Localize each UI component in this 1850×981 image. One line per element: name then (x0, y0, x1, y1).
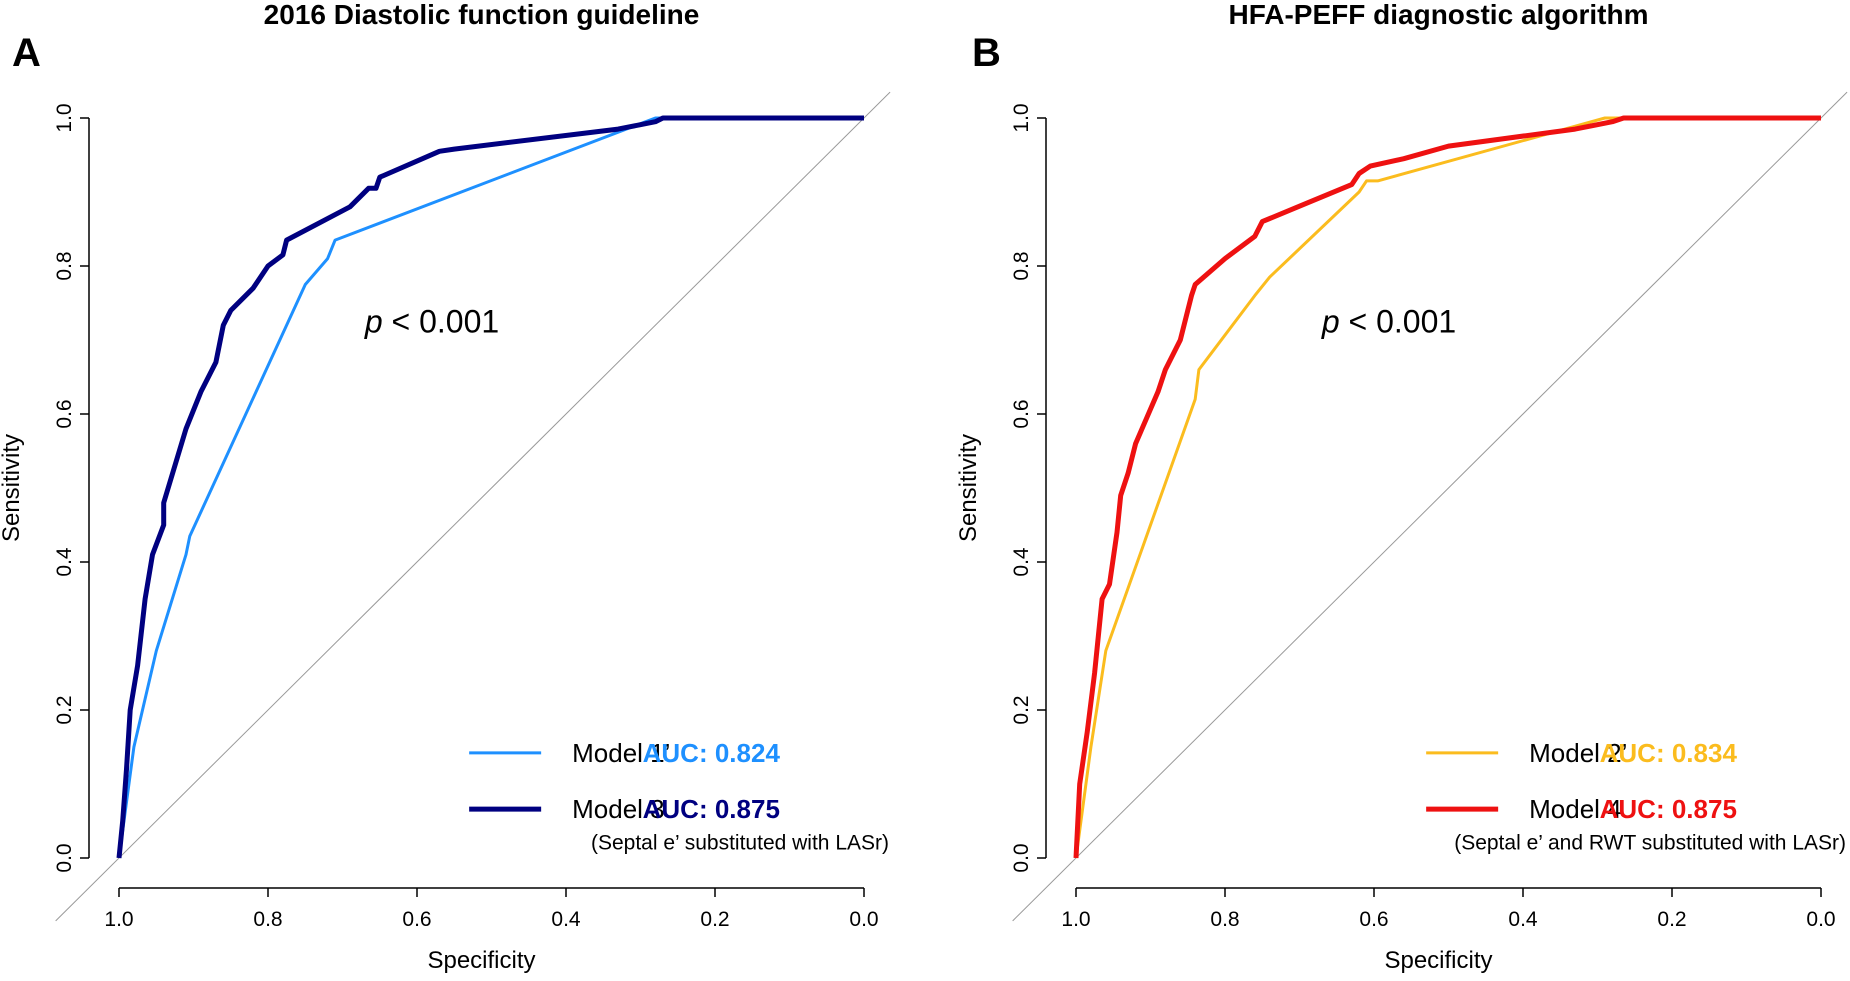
panel-label: A (12, 31, 41, 75)
x-tick-label: 0.8 (1210, 908, 1239, 931)
legend-auc: AUC: 0.875 (1600, 794, 1737, 824)
y-tick-label: 0.6 (53, 399, 76, 428)
legend-note: (Septal e’ substituted with LASr) (591, 831, 889, 854)
chart-title: 2016 Diastolic function guideline (264, 0, 700, 30)
panel-label: B (972, 31, 1001, 75)
y-tick-label: 0.0 (53, 843, 76, 872)
legend-label: Model 3 (572, 794, 665, 824)
y-tick-label: 0.2 (53, 695, 76, 724)
legend-auc: AUC: 0.834 (1600, 738, 1738, 768)
p-value-annotation: p < 0.001 (364, 304, 499, 340)
y-tick-label: 1.0 (1010, 103, 1033, 132)
y-axis-label: Sensitivity (955, 434, 982, 542)
legend-label: Model 1’ (572, 738, 670, 768)
x-tick-label: 0.4 (1508, 908, 1538, 931)
x-tick-label: 0.6 (402, 908, 431, 931)
roc-curve-model3 (116, 115, 864, 859)
y-tick-label: 0.6 (1010, 399, 1033, 428)
x-tick-label: 0.4 (551, 908, 581, 931)
legend-label: Model 2’ (1529, 738, 1627, 768)
legend-label: Model 4 (1529, 794, 1622, 824)
legend-auc: AUC: 0.824 (643, 738, 781, 768)
p-threshold: < 0.001 (1340, 304, 1457, 340)
y-tick-label: 0.2 (1010, 695, 1033, 724)
x-tick-label: 0.2 (1657, 908, 1686, 931)
legend-note: (Septal e’ and RWT substituted with LASr… (1454, 831, 1846, 854)
x-tick-label: 1.0 (1061, 908, 1090, 931)
legend-auc: AUC: 0.875 (643, 794, 780, 824)
y-tick-label: 0.8 (53, 251, 76, 280)
y-tick-label: 1.0 (53, 103, 76, 132)
y-tick-label: 0.4 (1010, 547, 1033, 577)
y-tick-label: 0.0 (1010, 843, 1033, 872)
x-tick-label: 0.2 (700, 908, 729, 931)
p-threshold: < 0.001 (383, 304, 500, 340)
x-axis-label: Specificity (427, 947, 535, 974)
chart-title: HFA-PEFF diagnostic algorithm (1228, 0, 1648, 30)
x-axis-label: Specificity (1384, 947, 1492, 974)
p-value-annotation: p < 0.001 (1321, 304, 1456, 340)
roc-panel-a: 2016 Diastolic function guideline A 1.0 0.8… (0, 0, 891, 974)
y-tick-label: 0.8 (1010, 251, 1033, 280)
roc-curve-model4 (1073, 115, 1821, 859)
reference-diagonal (55, 91, 891, 922)
p-symbol: p (1321, 304, 1340, 340)
x-tick-label: 0.0 (849, 908, 878, 931)
p-symbol: p (364, 304, 383, 340)
roc-curve-model1 (117, 116, 864, 859)
y-tick-label: 0.4 (53, 547, 76, 577)
x-tick-label: 0.6 (1359, 908, 1388, 931)
y-axis-label: Sensitivity (0, 434, 25, 542)
x-tick-label: 1.0 (104, 908, 133, 931)
x-tick-label: 0.0 (1806, 908, 1835, 931)
roc-curve-model2 (1074, 116, 1821, 859)
roc-panel-b: HFA-PEFF diagnostic algorithm B 1.0 0.8 0.6 0… (955, 0, 1848, 974)
x-tick-label: 0.8 (253, 908, 282, 931)
reference-diagonal (1012, 91, 1848, 922)
